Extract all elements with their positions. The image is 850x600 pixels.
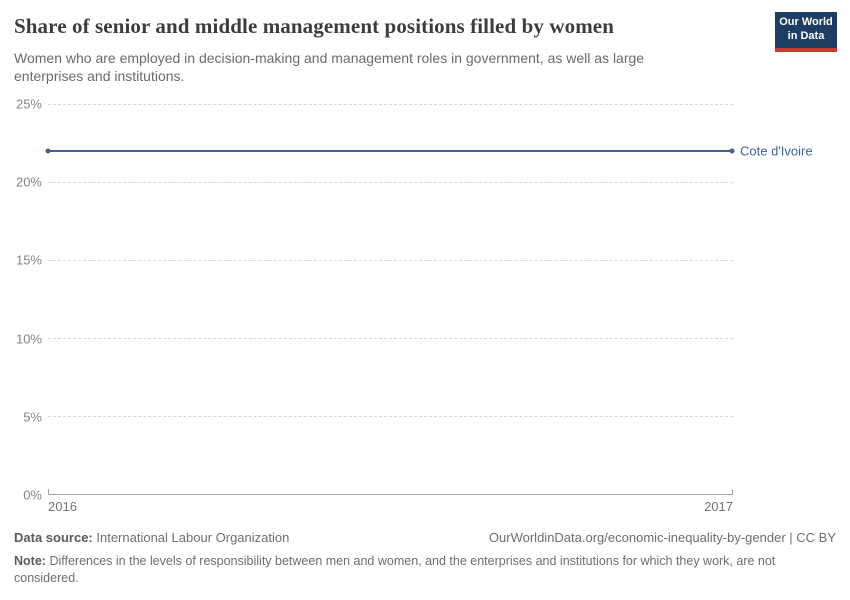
gridline-20	[48, 182, 733, 183]
note-text: Differences in the levels of responsibil…	[14, 554, 776, 585]
line-chart[interactable]: 0% 5% 10% 15% 20% 25% 2016 2017 Cote d'Ivoire	[0, 97, 850, 515]
data-source-value: International Labour Organization	[96, 530, 290, 545]
y-tick-label-25: 25%	[15, 96, 42, 112]
chart-subtitle: Women who are employed in decision-makin…	[14, 50, 645, 85]
y-tick-label-0: 0%	[23, 487, 42, 503]
x-axis-tick-start	[48, 489, 49, 494]
citation-link[interactable]: OurWorldinData.org/economic-inequality-b…	[488, 530, 836, 545]
chart-title: Share of senior and middle management po…	[14, 14, 614, 38]
gridline-10	[48, 338, 733, 339]
x-axis-tick-end	[732, 489, 733, 494]
series-label[interactable]: Cote d'Ivoire	[740, 143, 813, 159]
gridline-15	[48, 260, 733, 261]
note-label: Note:	[14, 554, 46, 568]
chart-footer: Data source: International Labour Organi…	[14, 530, 836, 587]
plot-area[interactable]: 2016 2017 Cote d'Ivoire	[45, 104, 813, 514]
series-endpoint-dot	[45, 148, 51, 154]
owid-logo-line1: Our World	[779, 16, 833, 29]
series-line[interactable]	[45, 148, 735, 154]
y-tick-label-20: 20%	[15, 174, 42, 190]
x-tick-label-2016: 2016	[48, 499, 77, 514]
y-tick-label-5: 5%	[23, 409, 42, 425]
x-tick-label-2017: 2017	[704, 499, 733, 514]
gridline-5	[48, 416, 733, 417]
chart-note: Note: Differences in the levels of respo…	[14, 553, 836, 587]
owid-logo[interactable]: Our World in Data	[775, 12, 837, 52]
series-endpoint-dot	[729, 148, 735, 154]
gridline-25	[48, 104, 733, 105]
owid-logo-line2: in Data	[787, 30, 825, 42]
y-tick-label-10: 10%	[15, 331, 42, 347]
data-source-label: Data source:	[14, 530, 93, 545]
y-tick-label-15: 15%	[15, 252, 42, 268]
data-source: Data source: International Labour Organi…	[14, 530, 289, 545]
y-axis-labels: 0% 5% 10% 15% 20% 25%	[0, 97, 42, 503]
